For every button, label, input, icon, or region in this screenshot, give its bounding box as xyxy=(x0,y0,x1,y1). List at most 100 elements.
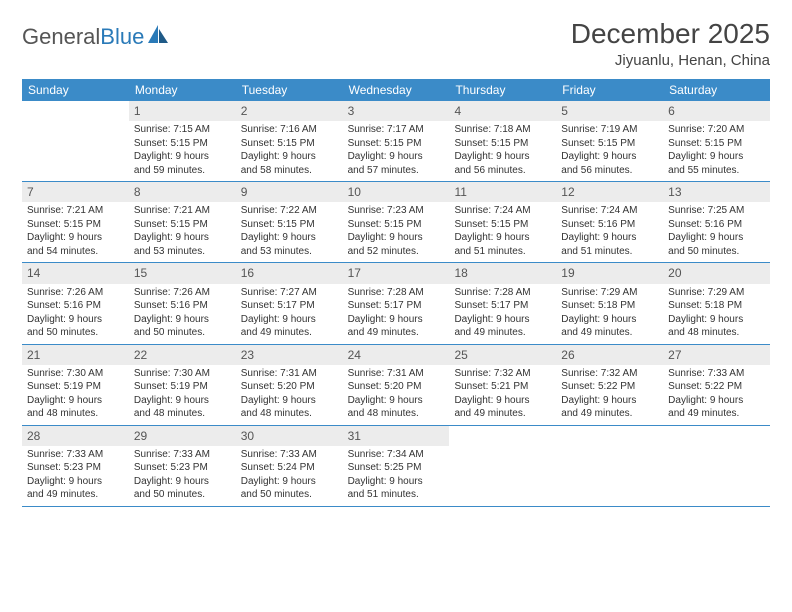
day-body: Sunrise: 7:24 AMSunset: 5:16 PMDaylight:… xyxy=(556,202,663,262)
day-number: 13 xyxy=(663,182,770,202)
logo-text: GeneralBlue xyxy=(22,24,144,50)
day-info-line: Daylight: 9 hours xyxy=(454,313,551,327)
day-info-line: Sunset: 5:17 PM xyxy=(241,299,338,313)
day-info-line: and 49 minutes. xyxy=(561,407,658,421)
day-info-line: and 52 minutes. xyxy=(348,245,445,259)
day-number: 28 xyxy=(22,426,129,446)
day-info-line: Daylight: 9 hours xyxy=(348,231,445,245)
day-body: Sunrise: 7:20 AMSunset: 5:15 PMDaylight:… xyxy=(663,121,770,181)
day-info-line: Daylight: 9 hours xyxy=(241,394,338,408)
day-cell: 14Sunrise: 7:26 AMSunset: 5:16 PMDayligh… xyxy=(22,263,129,343)
day-info-line: Sunrise: 7:19 AM xyxy=(561,123,658,137)
day-body: Sunrise: 7:29 AMSunset: 5:18 PMDaylight:… xyxy=(556,284,663,344)
month-title: December 2025 xyxy=(571,18,770,50)
day-cell: 3Sunrise: 7:17 AMSunset: 5:15 PMDaylight… xyxy=(343,101,450,181)
day-info-line: Sunset: 5:24 PM xyxy=(241,461,338,475)
title-block: December 2025 Jiyuanlu, Henan, China xyxy=(571,18,770,69)
day-info-line: Sunrise: 7:25 AM xyxy=(668,204,765,218)
day-info-line: Sunrise: 7:16 AM xyxy=(241,123,338,137)
logo-part1: General xyxy=(22,24,100,49)
day-info-line: Sunrise: 7:34 AM xyxy=(348,448,445,462)
day-info-line: Daylight: 9 hours xyxy=(241,475,338,489)
day-info-line: and 50 minutes. xyxy=(134,326,231,340)
day-info-line: Daylight: 9 hours xyxy=(348,313,445,327)
day-info-line: Sunrise: 7:21 AM xyxy=(27,204,124,218)
day-number: 9 xyxy=(236,182,343,202)
weekday-header: Thursday xyxy=(449,79,556,101)
day-info-line: Daylight: 9 hours xyxy=(27,231,124,245)
day-body: Sunrise: 7:27 AMSunset: 5:17 PMDaylight:… xyxy=(236,284,343,344)
day-info-line: and 59 minutes. xyxy=(134,164,231,178)
day-body xyxy=(22,121,129,127)
day-body: Sunrise: 7:26 AMSunset: 5:16 PMDaylight:… xyxy=(129,284,236,344)
day-cell: 27Sunrise: 7:33 AMSunset: 5:22 PMDayligh… xyxy=(663,345,770,425)
day-cell: 10Sunrise: 7:23 AMSunset: 5:15 PMDayligh… xyxy=(343,182,450,262)
day-cell: 16Sunrise: 7:27 AMSunset: 5:17 PMDayligh… xyxy=(236,263,343,343)
day-body: Sunrise: 7:28 AMSunset: 5:17 PMDaylight:… xyxy=(449,284,556,344)
day-info-line: Sunrise: 7:24 AM xyxy=(561,204,658,218)
day-info-line: Sunrise: 7:22 AM xyxy=(241,204,338,218)
day-info-line: Daylight: 9 hours xyxy=(241,150,338,164)
day-cell: 29Sunrise: 7:33 AMSunset: 5:23 PMDayligh… xyxy=(129,426,236,506)
day-number: 22 xyxy=(129,345,236,365)
day-body: Sunrise: 7:26 AMSunset: 5:16 PMDaylight:… xyxy=(22,284,129,344)
day-cell: 9Sunrise: 7:22 AMSunset: 5:15 PMDaylight… xyxy=(236,182,343,262)
day-info-line: and 49 minutes. xyxy=(561,326,658,340)
day-info-line: Sunset: 5:15 PM xyxy=(134,137,231,151)
day-info-line: and 49 minutes. xyxy=(348,326,445,340)
day-info-line: and 55 minutes. xyxy=(668,164,765,178)
logo-sail-icon xyxy=(148,25,170,50)
day-info-line: Daylight: 9 hours xyxy=(348,150,445,164)
day-info-line: Sunset: 5:15 PM xyxy=(454,137,551,151)
day-info-line: Sunrise: 7:30 AM xyxy=(27,367,124,381)
day-cell: 8Sunrise: 7:21 AMSunset: 5:15 PMDaylight… xyxy=(129,182,236,262)
day-info-line: Daylight: 9 hours xyxy=(134,231,231,245)
day-cell: 15Sunrise: 7:26 AMSunset: 5:16 PMDayligh… xyxy=(129,263,236,343)
day-body: Sunrise: 7:29 AMSunset: 5:18 PMDaylight:… xyxy=(663,284,770,344)
day-body: Sunrise: 7:31 AMSunset: 5:20 PMDaylight:… xyxy=(236,365,343,425)
day-info-line: Sunset: 5:15 PM xyxy=(241,137,338,151)
day-info-line: Daylight: 9 hours xyxy=(454,394,551,408)
day-info-line: and 51 minutes. xyxy=(561,245,658,259)
day-info-line: and 53 minutes. xyxy=(134,245,231,259)
weekday-header: Sunday xyxy=(22,79,129,101)
day-number: 5 xyxy=(556,101,663,121)
day-info-line: Sunset: 5:22 PM xyxy=(668,380,765,394)
day-info-line: Daylight: 9 hours xyxy=(134,394,231,408)
day-cell xyxy=(449,426,556,506)
day-number: 19 xyxy=(556,263,663,283)
day-cell: 2Sunrise: 7:16 AMSunset: 5:15 PMDaylight… xyxy=(236,101,343,181)
weekday-header-row: SundayMondayTuesdayWednesdayThursdayFrid… xyxy=(22,79,770,101)
day-body: Sunrise: 7:28 AMSunset: 5:17 PMDaylight:… xyxy=(343,284,450,344)
day-body: Sunrise: 7:30 AMSunset: 5:19 PMDaylight:… xyxy=(22,365,129,425)
day-info-line: Daylight: 9 hours xyxy=(134,475,231,489)
day-cell: 12Sunrise: 7:24 AMSunset: 5:16 PMDayligh… xyxy=(556,182,663,262)
day-number: 26 xyxy=(556,345,663,365)
day-cell: 30Sunrise: 7:33 AMSunset: 5:24 PMDayligh… xyxy=(236,426,343,506)
day-number: 20 xyxy=(663,263,770,283)
day-info-line: Sunset: 5:15 PM xyxy=(348,218,445,232)
day-info-line: Sunrise: 7:33 AM xyxy=(134,448,231,462)
day-info-line: Sunset: 5:15 PM xyxy=(668,137,765,151)
day-info-line: and 57 minutes. xyxy=(348,164,445,178)
day-info-line: Sunset: 5:19 PM xyxy=(134,380,231,394)
day-info-line: and 49 minutes. xyxy=(454,326,551,340)
day-info-line: and 58 minutes. xyxy=(241,164,338,178)
day-cell xyxy=(556,426,663,506)
weekday-header: Friday xyxy=(556,79,663,101)
day-info-line: Sunrise: 7:33 AM xyxy=(668,367,765,381)
day-body: Sunrise: 7:34 AMSunset: 5:25 PMDaylight:… xyxy=(343,446,450,506)
day-info-line: Daylight: 9 hours xyxy=(668,313,765,327)
day-body: Sunrise: 7:31 AMSunset: 5:20 PMDaylight:… xyxy=(343,365,450,425)
day-info-line: Sunset: 5:25 PM xyxy=(348,461,445,475)
day-number: 23 xyxy=(236,345,343,365)
day-info-line: Daylight: 9 hours xyxy=(561,231,658,245)
day-body: Sunrise: 7:33 AMSunset: 5:24 PMDaylight:… xyxy=(236,446,343,506)
day-info-line: and 50 minutes. xyxy=(27,326,124,340)
day-info-line: Sunrise: 7:33 AM xyxy=(27,448,124,462)
day-info-line: Sunrise: 7:23 AM xyxy=(348,204,445,218)
day-info-line: Sunset: 5:15 PM xyxy=(561,137,658,151)
day-info-line: and 48 minutes. xyxy=(668,326,765,340)
day-info-line: Daylight: 9 hours xyxy=(561,313,658,327)
day-info-line: Sunrise: 7:21 AM xyxy=(134,204,231,218)
